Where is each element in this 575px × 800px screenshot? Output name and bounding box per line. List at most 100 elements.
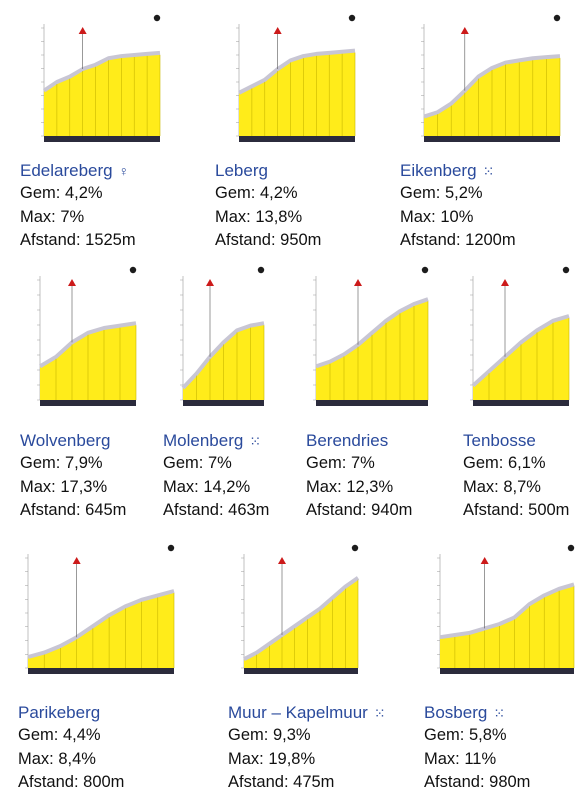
distance-stat-label: Afstand: xyxy=(463,501,524,519)
climb-name: Wolvenberg xyxy=(20,430,126,452)
avg-stat-label: Gem: xyxy=(18,726,59,744)
avg-stat-value: 4,2% xyxy=(64,184,103,202)
avg-stat-value: 4,4% xyxy=(62,726,101,744)
avg-stat: Gem: 4,2% xyxy=(215,182,321,206)
max-stat: Max: 8,4% xyxy=(18,748,124,772)
avg-stat-label: Gem: xyxy=(424,726,465,744)
max-stat-label: Max: xyxy=(306,477,342,496)
avg-stat-label: Gem: xyxy=(228,726,269,744)
climb-name: Leberg xyxy=(215,160,321,182)
elevation-profile xyxy=(180,266,265,406)
max-stat: Max: 11% xyxy=(424,748,530,772)
climb-info: Eikenberg ⁙ Gem: 5,2% Max: 10% Afstand: 1200… xyxy=(400,160,516,253)
max-stat-label: Max: xyxy=(163,477,199,496)
elevation-profile xyxy=(41,14,161,142)
distance-stat-value: 950m xyxy=(280,231,322,249)
max-stat: Max: 7% xyxy=(20,206,136,230)
max-stat-label: Max: xyxy=(400,207,436,226)
cobblestone-icon: ⁙ xyxy=(493,705,506,721)
avg-stat-label: Gem: xyxy=(163,454,204,472)
climb-info: Edelareberg ♀ Gem: 4,2% Max: 7% Afstand: 152… xyxy=(20,160,136,253)
climb-name: Edelareberg ♀ xyxy=(20,160,136,182)
distance-stat-label: Afstand: xyxy=(163,501,224,519)
climb-name-label: Muur – Kapelmuur xyxy=(228,703,368,722)
avg-stat-value: 6,1% xyxy=(507,454,546,472)
distance-stat: Afstand: 980m xyxy=(424,771,530,795)
distance-stat-label: Afstand: xyxy=(215,231,276,249)
distance-stat-label: Afstand: xyxy=(20,501,81,519)
distance-stat-label: Afstand: xyxy=(18,773,79,791)
climb-name: Muur – Kapelmuur ⁙ xyxy=(228,702,386,724)
cobblestone-icon: ⁙ xyxy=(373,705,386,721)
max-stat-label: Max: xyxy=(463,477,499,496)
avg-stat-value: 5,8% xyxy=(468,726,507,744)
climb-name-label: Parikeberg xyxy=(18,703,101,722)
climb-name-label: Bosberg xyxy=(424,703,488,722)
avg-stat-value: 5,2% xyxy=(444,184,483,202)
distance-stat: Afstand: 463m xyxy=(163,499,269,523)
elevation-profile xyxy=(437,544,575,674)
distance-stat-value: 463m xyxy=(228,501,270,519)
elevation-profile xyxy=(236,14,356,142)
avg-stat-value: 7% xyxy=(207,454,232,472)
avg-stat: Gem: 6,1% xyxy=(463,452,569,476)
max-stat: Max: 8,7% xyxy=(463,476,569,500)
profile-area xyxy=(440,584,574,668)
distance-stat: Afstand: 1200m xyxy=(400,229,516,253)
distance-stat: Afstand: 950m xyxy=(215,229,321,253)
distance-stat-label: Afstand: xyxy=(306,501,367,519)
climb-name-label: Tenbosse xyxy=(463,431,536,450)
climb-name: Bosberg ⁙ xyxy=(424,702,530,724)
climb-name: Tenbosse xyxy=(463,430,569,452)
max-stat-label: Max: xyxy=(228,749,264,768)
distance-stat-value: 500m xyxy=(528,501,570,519)
avg-stat-label: Gem: xyxy=(20,184,61,202)
avg-stat: Gem: 5,2% xyxy=(400,182,516,206)
climb-name-label: Berendries xyxy=(306,431,389,450)
distance-stat-value: 1525m xyxy=(85,231,136,249)
distance-stat-value: 475m xyxy=(293,773,335,791)
profile-area xyxy=(28,591,174,668)
climb-info: Wolvenberg Gem: 7,9% Max: 17,3% Afstand: 64… xyxy=(20,430,126,523)
cobblestone-icon: ⁙ xyxy=(482,163,495,179)
distance-stat: Afstand: 1525m xyxy=(20,229,136,253)
max-stat-label: Max: xyxy=(215,207,251,226)
max-stat: Max: 12,3% xyxy=(306,476,412,500)
climb-info: Berendries Gem: 7% Max: 12,3% Afstand: 940m xyxy=(306,430,412,523)
elevation-profile xyxy=(470,266,570,406)
climb-info: Muur – Kapelmuur ⁙ Gem: 9,3% Max: 19,8% Afst… xyxy=(228,702,386,795)
profile-area xyxy=(239,50,355,136)
avg-stat-label: Gem: xyxy=(463,454,504,472)
elevation-profile xyxy=(241,544,360,674)
avg-stat: Gem: 4,2% xyxy=(20,182,136,206)
distance-stat-value: 800m xyxy=(83,773,125,791)
distance-stat: Afstand: 500m xyxy=(463,499,569,523)
climb-name-label: Leberg xyxy=(215,161,268,180)
max-stat-value: 19,8% xyxy=(268,749,316,768)
climb-info: Tenbosse Gem: 6,1% Max: 8,7% Afstand: 500m xyxy=(463,430,569,523)
avg-stat: Gem: 4,4% xyxy=(18,724,124,748)
distance-stat: Afstand: 645m xyxy=(20,499,126,523)
max-stat-value: 14,2% xyxy=(203,477,251,496)
climb-name: Molenberg ⁙ xyxy=(163,430,269,452)
climb-name: Parikeberg xyxy=(18,702,124,724)
max-stat-value: 12,3% xyxy=(346,477,394,496)
elevation-profile xyxy=(37,266,137,406)
avg-stat-label: Gem: xyxy=(400,184,441,202)
max-stat: Max: 10% xyxy=(400,206,516,230)
distance-stat-label: Afstand: xyxy=(20,231,81,249)
climb-name: Berendries xyxy=(306,430,412,452)
climb-info: Leberg Gem: 4,2% Max: 13,8% Afstand: 950m xyxy=(215,160,321,253)
max-stat-value: 7% xyxy=(60,207,85,226)
avg-stat: Gem: 7% xyxy=(306,452,412,476)
climb-info: Bosberg ⁙ Gem: 5,8% Max: 11% Afstand: 980m xyxy=(424,702,530,795)
avg-stat-value: 7% xyxy=(350,454,375,472)
max-stat-value: 8,7% xyxy=(503,477,541,496)
climb-name: Eikenberg ⁙ xyxy=(400,160,516,182)
profile-area xyxy=(44,52,160,137)
max-stat-value: 8,4% xyxy=(58,749,96,768)
climb-name-label: Wolvenberg xyxy=(20,431,111,450)
distance-stat-value: 1200m xyxy=(465,231,516,249)
max-stat-label: Max: xyxy=(20,477,56,496)
max-stat: Max: 17,3% xyxy=(20,476,126,500)
